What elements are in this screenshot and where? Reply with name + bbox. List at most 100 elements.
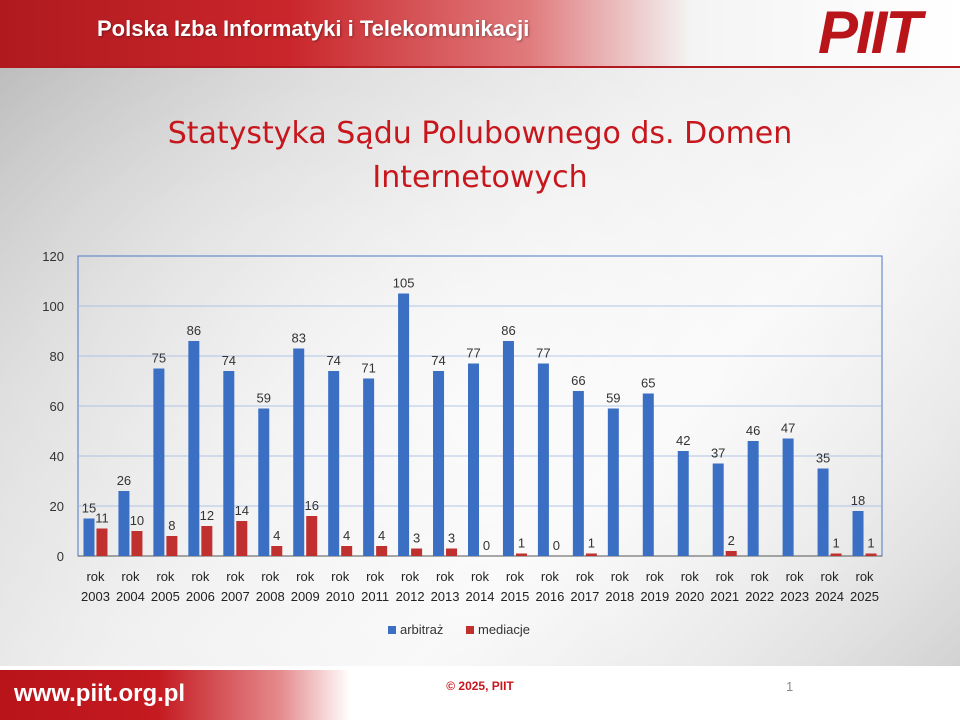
bar-mediacje [341,546,353,556]
x-tick-label: rok [646,569,665,584]
x-tick-label: rok [611,569,630,584]
bar-arbitraz [747,441,759,556]
x-tick-label: rok [226,569,245,584]
bar-arbitraz [607,408,619,556]
data-label: 4 [378,528,385,543]
data-label: 71 [361,361,375,376]
x-tick-label: rok [261,569,280,584]
x-tick-label: rok [191,569,210,584]
x-tick-label: rok [541,569,560,584]
bar-arbitraz [118,491,130,556]
data-label: 8 [168,518,175,533]
x-tick-label: 2013 [431,589,460,604]
legend-label: mediacje [478,622,530,637]
piit-logo: PIIT [818,0,922,66]
bar-arbitraz [537,363,549,556]
x-tick-label: rok [121,569,140,584]
bar-arbitraz [433,371,445,556]
bar-arbitraz [677,451,689,556]
x-tick-label: 2020 [675,589,704,604]
data-label: 18 [851,493,865,508]
data-label: 10 [130,513,144,528]
x-tick-label: rok [576,569,595,584]
data-label: 3 [448,531,455,546]
data-label: 15 [82,501,96,516]
bar-arbitraz [223,371,235,556]
y-tick-label: 40 [50,449,64,464]
data-label: 1 [588,536,595,551]
x-tick-label: rok [471,569,490,584]
data-label: 105 [393,276,415,291]
data-label: 0 [553,538,560,553]
bar-arbitraz [502,341,514,556]
bar-arbitraz [258,408,270,556]
data-label: 77 [536,346,550,361]
data-label: 86 [501,323,515,338]
bar-arbitraz [328,371,340,556]
data-label: 59 [257,391,271,406]
x-tick-label: 2017 [570,589,599,604]
bar-arbitraz [153,368,165,556]
x-tick-label: 2025 [850,589,879,604]
x-tick-label: rok [401,569,420,584]
copyright-text: © 2025, PIIT [446,679,514,693]
x-tick-label: 2015 [500,589,529,604]
x-tick-label: 2006 [186,589,215,604]
data-label: 4 [273,528,280,543]
x-tick-label: 2005 [151,589,180,604]
data-label: 66 [571,373,585,388]
data-label: 12 [200,508,214,523]
x-tick-label: rok [716,569,735,584]
bar-mediacje [271,546,283,556]
footer-url-banner: www.piit.org.pl [0,670,350,720]
x-tick-label: rok [751,569,770,584]
x-tick-label: 2021 [710,589,739,604]
data-label: 77 [466,346,480,361]
x-tick-label: 2016 [535,589,564,604]
bar-arbitraz [398,293,410,556]
bar-arbitraz [817,468,829,556]
bar-mediacje [411,548,423,556]
data-label: 0 [483,538,490,553]
data-label: 4 [343,528,350,543]
x-tick-label: 2012 [396,589,425,604]
bar-mediacje [306,516,318,556]
data-label: 1 [832,536,839,551]
data-label: 42 [676,433,690,448]
chart-title-line-1: Statystyka Sądu Polubownego ds. Domen [167,116,793,151]
data-label: 46 [746,423,760,438]
data-label: 74 [431,353,445,368]
data-label: 86 [187,323,201,338]
bar-arbitraz [468,363,479,556]
data-label: 2 [728,533,735,548]
data-label: 16 [304,498,318,513]
bar-mediacje [201,526,213,556]
y-tick-label: 60 [50,399,64,414]
legend-swatch [466,626,474,634]
bar-mediacje [131,531,143,556]
x-tick-label: 2023 [780,589,809,604]
x-tick-label: rok [296,569,315,584]
page-number: 1 [786,679,794,694]
bar-arbitraz [83,518,95,556]
data-label: 14 [235,503,249,518]
bar-arbitraz [782,438,794,556]
x-tick-label: 2004 [116,589,145,604]
bar-mediacje [166,536,178,556]
bar-mediacje [865,553,877,556]
y-tick-label: 20 [50,499,64,514]
bar-arbitraz [293,348,305,556]
bar-arbitraz [642,393,654,556]
x-tick-label: 2010 [326,589,355,604]
data-label: 26 [117,473,131,488]
bar-mediacje [236,521,248,556]
organization-title: Polska Izba Informatyki i Telekomunikacj… [97,16,530,41]
x-tick-label: 2007 [221,589,250,604]
y-tick-label: 120 [42,249,64,264]
x-tick-label: 2003 [81,589,110,604]
header-banner: Polska Izba Informatyki i Telekomunikacj… [0,0,960,68]
bar-mediacje [515,553,527,556]
x-tick-label: rok [331,569,350,584]
x-tick-label: 2019 [640,589,669,604]
